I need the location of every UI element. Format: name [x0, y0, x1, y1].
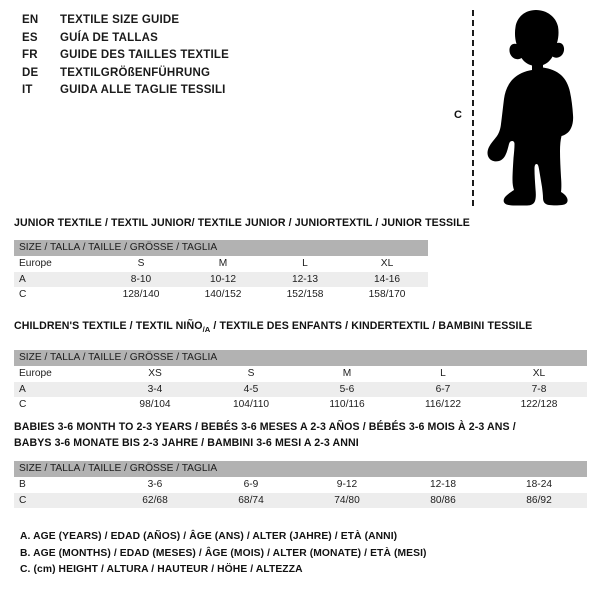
cell: M: [299, 366, 395, 382]
cell: 86/92: [491, 492, 588, 508]
size-band-label: SIZE / TALLA / TAILLE / GRÖSSE / TAGLIA: [14, 240, 429, 256]
cell: 140/152: [182, 287, 264, 303]
row-label: C: [14, 397, 107, 413]
language-row: FR GUIDE DES TAILLES TEXTILE: [22, 49, 442, 67]
children-heading-pre: CHILDREN'S TEXTILE / TEXTIL NIÑO: [14, 320, 203, 332]
babies-heading-line2: BABYS 3-6 MONATE BIS 2-3 JAHRE / BAMBINI…: [14, 436, 359, 449]
babies-size-table: SIZE / TALLA / TAILLE / GRÖSSE / TAGLIA …: [14, 461, 588, 508]
cell: 158/170: [346, 287, 429, 303]
cell: M: [182, 256, 264, 272]
cell: 3-6: [107, 477, 203, 493]
cell: 6-9: [203, 477, 299, 493]
table-row: C 128/140 140/152 152/158 158/170: [14, 287, 429, 303]
language-title: GUIDA ALLE TAGLIE TESSILI: [60, 84, 226, 96]
cell: 116/122: [395, 397, 491, 413]
cell: 110/116: [299, 397, 395, 413]
table-row: C 98/104 104/110 110/116 116/122 122/128: [14, 397, 588, 413]
cell: S: [203, 366, 299, 382]
table-row: A 3-4 4-5 5-6 6-7 7-8: [14, 381, 588, 397]
language-row: ES GUÍA DE TALLAS: [22, 32, 442, 50]
toddler-silhouette-icon: [487, 10, 574, 206]
row-label: Europe: [14, 366, 107, 382]
row-label: A: [14, 381, 107, 397]
cell: 6-7: [395, 381, 491, 397]
cell: 122/128: [491, 397, 588, 413]
size-band-label: SIZE / TALLA / TAILLE / GRÖSSE / TAGLIA: [14, 461, 588, 477]
cell: 5-6: [299, 381, 395, 397]
size-band-label: SIZE / TALLA / TAILLE / GRÖSSE / TAGLIA: [14, 350, 588, 366]
language-code: EN: [22, 14, 39, 26]
table-band-row: SIZE / TALLA / TAILLE / GRÖSSE / TAGLIA: [14, 350, 588, 366]
cell: 74/80: [299, 492, 395, 508]
cell: 152/158: [264, 287, 346, 303]
cell: 128/140: [100, 287, 182, 303]
language-code: ES: [22, 31, 38, 44]
cell: 18-24: [491, 477, 588, 493]
cell: 12-13: [264, 271, 346, 287]
language-code: FR: [22, 49, 38, 61]
legend-block: A. AGE (YEARS) / EDAD (AÑOS) / ÂGE (ANS)…: [20, 531, 580, 581]
cell: 14-16: [346, 271, 429, 287]
language-row: EN TEXTILE SIZE GUIDE: [22, 14, 442, 32]
cell: 12-18: [395, 477, 491, 493]
language-title-block: EN TEXTILE SIZE GUIDE ES GUÍA DE TALLAS …: [22, 14, 442, 102]
language-code: DE: [22, 66, 39, 79]
cell: XL: [491, 366, 588, 382]
row-label: Europe: [14, 256, 100, 272]
children-size-table: SIZE / TALLA / TAILLE / GRÖSSE / TAGLIA …: [14, 350, 588, 413]
children-heading-post: / TEXTILE DES ENFANTS / KINDERTEXTIL / B…: [210, 320, 533, 332]
cell: L: [264, 256, 346, 272]
table-band-row: SIZE / TALLA / TAILLE / GRÖSSE / TAGLIA: [14, 240, 429, 256]
language-code: IT: [22, 84, 33, 96]
table-row: B 3-6 6-9 9-12 12-18 18-24: [14, 477, 588, 493]
cell: 104/110: [203, 397, 299, 413]
cell: S: [100, 256, 182, 272]
table-row: Europe S M L XL: [14, 256, 429, 272]
cell: 98/104: [107, 397, 203, 413]
language-title: TEXTILGRÖßENFÜHRUNG: [60, 66, 211, 79]
cell: 9-12: [299, 477, 395, 493]
language-row: IT GUIDA ALLE TAGLIE TESSILI: [22, 84, 442, 102]
language-title: GUIDE DES TAILLES TEXTILE: [60, 49, 229, 61]
height-measure-label: C: [454, 109, 462, 121]
cell: XS: [107, 366, 203, 382]
row-label: B: [14, 477, 107, 493]
cell: XL: [346, 256, 429, 272]
babies-section-heading: BABIES 3-6 MONTH TO 2-3 YEARS / BEBÉS 3-…: [14, 421, 516, 449]
height-dashed-guideline: [472, 10, 474, 206]
cell: 7-8: [491, 381, 588, 397]
language-title: TEXTILE SIZE GUIDE: [60, 14, 180, 26]
height-measurement-figure: C: [440, 4, 600, 209]
legend-line-b: B. AGE (MONTHS) / EDAD (MESES) / ÂGE (MO…: [20, 547, 427, 559]
legend-line-c: C. (cm) HEIGHT / ALTURA / HAUTEUR / HÖHE…: [20, 564, 303, 575]
cell: 62/68: [107, 492, 203, 508]
table-row: C 62/68 68/74 74/80 80/86 86/92: [14, 492, 588, 508]
cell: 80/86: [395, 492, 491, 508]
cell: L: [395, 366, 491, 382]
row-label: C: [14, 287, 100, 303]
children-section-heading: CHILDREN'S TEXTILE / TEXTIL NIÑO/A / TEX…: [14, 320, 532, 334]
table-band-row: SIZE / TALLA / TAILLE / GRÖSSE / TAGLIA: [14, 461, 588, 477]
language-row: DE TEXTILGRÖßENFÜHRUNG: [22, 67, 442, 85]
table-row: Europe XS S M L XL: [14, 366, 588, 382]
table-row: A 8-10 10-12 12-13 14-16: [14, 271, 429, 287]
junior-size-table: SIZE / TALLA / TAILLE / GRÖSSE / TAGLIA …: [14, 240, 429, 303]
cell: 4-5: [203, 381, 299, 397]
cell: 10-12: [182, 271, 264, 287]
row-label: A: [14, 271, 100, 287]
cell: 68/74: [203, 492, 299, 508]
children-heading-subscript: /A: [202, 325, 211, 335]
legend-line-a: A. AGE (YEARS) / EDAD (AÑOS) / ÂGE (ANS)…: [20, 531, 398, 542]
cell: 8-10: [100, 271, 182, 287]
cell: 3-4: [107, 381, 203, 397]
row-label: C: [14, 492, 107, 508]
junior-section-heading: JUNIOR TEXTILE / TEXTIL JUNIOR/ TEXTILE …: [14, 217, 470, 229]
language-title: GUÍA DE TALLAS: [60, 31, 158, 44]
babies-heading-line1: BABIES 3-6 MONTH TO 2-3 YEARS / BEBÉS 3-…: [14, 421, 516, 433]
